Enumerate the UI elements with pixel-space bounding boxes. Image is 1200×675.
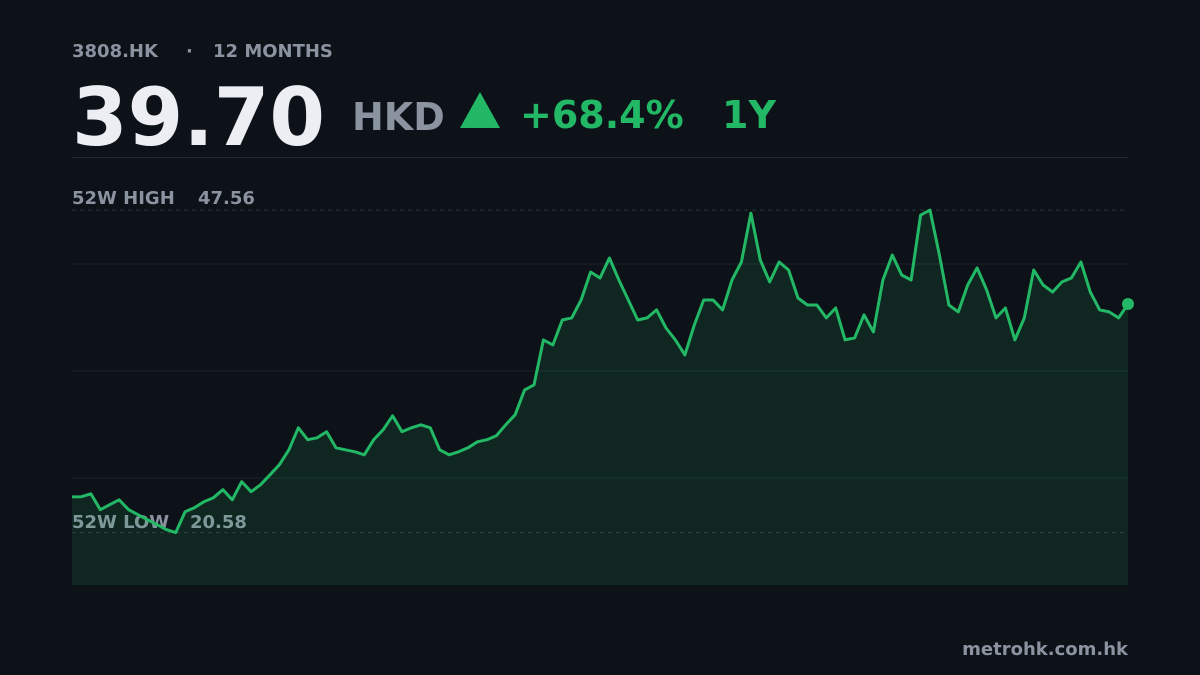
source: metrohk.com.hk bbox=[962, 639, 1129, 660]
last-point bbox=[1122, 298, 1134, 311]
up-arrow bbox=[460, 92, 500, 128]
period: 12 MONTHS bbox=[213, 41, 333, 62]
price: 39.70 bbox=[72, 71, 325, 164]
low-value: 20.58 bbox=[190, 512, 247, 533]
change: +68.4% bbox=[520, 93, 684, 137]
price-line bbox=[71, 208, 1130, 535]
range-label: 1Y bbox=[722, 93, 776, 137]
area bbox=[72, 210, 1128, 585]
high-value: 47.56 bbox=[198, 188, 255, 209]
currency: HKD bbox=[352, 95, 445, 139]
separator: · bbox=[186, 41, 193, 62]
ticker: 3808.HK bbox=[72, 41, 159, 62]
high-label: 52W HIGH bbox=[72, 188, 175, 209]
